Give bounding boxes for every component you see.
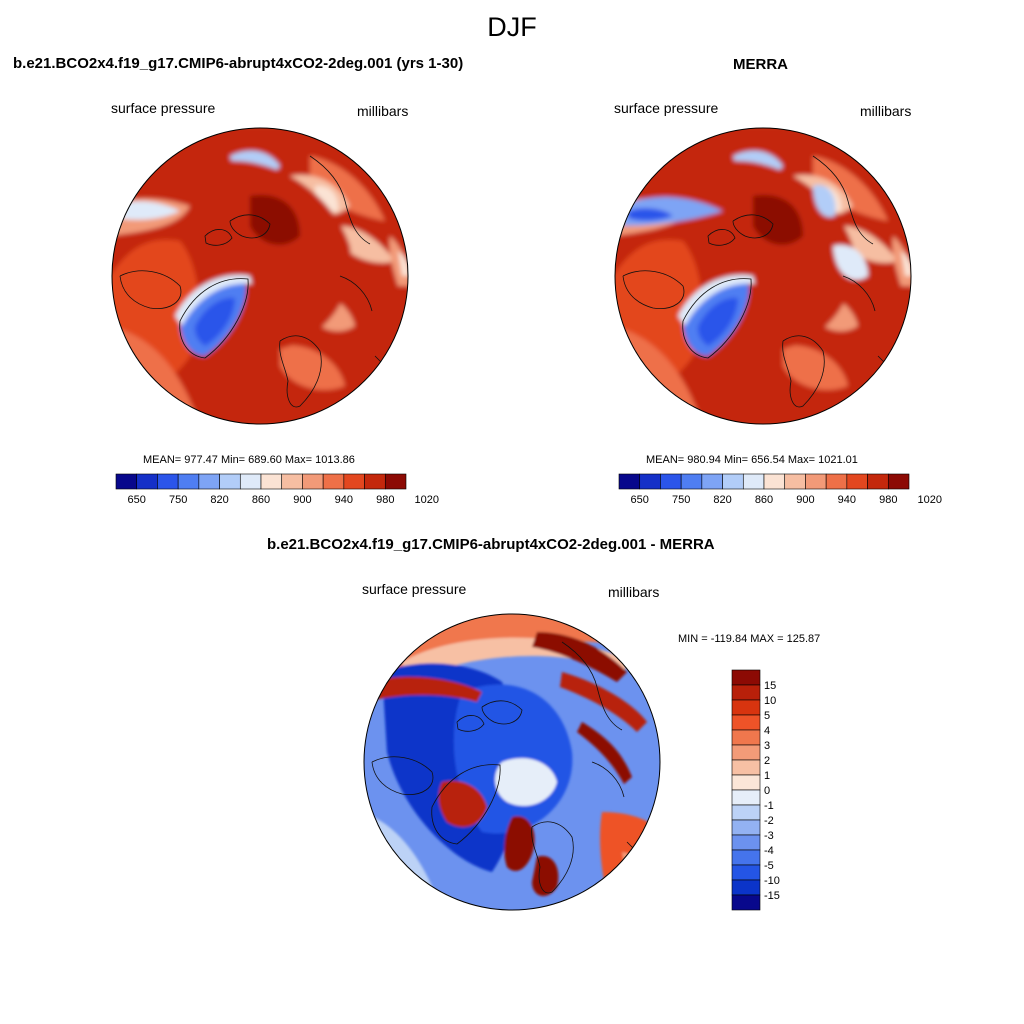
panel2-colorbar: 650 750 820 860 900 940 980 1020: [618, 473, 942, 506]
panel1-variable: surface pressure: [111, 100, 216, 116]
colorbar-swatch: [136, 473, 158, 490]
colorbar-tick-label: 1020: [917, 494, 941, 506]
colorbar-swatch: [701, 473, 723, 490]
colorbar-tick-label: 650: [631, 494, 649, 506]
colorbar-tick-label: -15: [764, 890, 780, 902]
colorbar-swatch: [731, 744, 761, 761]
colorbar-tick-label: 15: [764, 680, 776, 692]
colorbar-tick-label: -10: [764, 875, 780, 887]
panel1-units: millibars: [357, 103, 409, 119]
panel3-polar-map: [363, 613, 661, 911]
colorbar-tick-label: -4: [764, 845, 774, 857]
colorbar-swatch: [384, 473, 407, 490]
colorbar-swatch: [867, 473, 889, 490]
panel1-colorbar: 650 750 820 860 900 940 980 1020: [115, 473, 439, 506]
colorbar-swatch: [177, 473, 200, 490]
colorbar-swatch: [660, 473, 682, 490]
colorbar-tick-label: 750: [169, 494, 187, 506]
colorbar-tick-label: 0: [764, 785, 770, 797]
colorbar-tick-label: -1: [764, 800, 774, 812]
colorbar-swatch: [763, 473, 786, 490]
panel1-title: b.e21.BCO2x4.f19_g17.CMIP6-abrupt4xCO2-2…: [13, 55, 464, 72]
colorbar-tick-label: 5: [764, 710, 770, 722]
colorbar-tick-label: 650: [128, 494, 146, 506]
colorbar-tick-label: 2: [764, 755, 770, 767]
panel1-polar-map: [111, 127, 409, 425]
colorbar-tick-label: -5: [764, 860, 774, 872]
colorbar-swatch: [731, 669, 761, 686]
panel2-title: MERRA: [733, 56, 788, 73]
colorbar-tick-label: 750: [672, 494, 690, 506]
colorbar-swatch: [731, 849, 761, 866]
colorbar-tick-label: 980: [376, 494, 394, 506]
colorbar-swatch: [731, 684, 761, 701]
colorbar-tick-label: 3: [764, 740, 770, 752]
colorbar-swatch: [364, 473, 386, 490]
colorbar-swatch: [731, 864, 761, 881]
colorbar-swatch: [784, 473, 806, 490]
colorbar-swatch: [302, 473, 324, 490]
colorbar-tick-label: 980: [879, 494, 897, 506]
colorbar-swatch: [731, 879, 761, 896]
colorbar-tick-label: 900: [293, 494, 311, 506]
colorbar-swatch: [343, 473, 365, 490]
colorbar-tick-label: 10: [764, 695, 776, 707]
colorbar-swatch: [219, 473, 241, 490]
colorbar-swatch: [742, 473, 765, 490]
panel2-polar-map: [614, 127, 912, 425]
colorbar-swatch: [115, 473, 138, 490]
colorbar-swatch: [680, 473, 703, 490]
colorbar-swatch: [198, 473, 220, 490]
colorbar-swatch: [157, 473, 179, 490]
colorbar-tick-label: 900: [796, 494, 814, 506]
colorbar-swatch: [731, 759, 761, 776]
colorbar-tick-label: 820: [210, 494, 228, 506]
colorbar-swatch: [731, 804, 761, 821]
panel3-title: b.e21.BCO2x4.f19_g17.CMIP6-abrupt4xCO2-2…: [267, 536, 715, 553]
colorbar-tick-label: 820: [713, 494, 731, 506]
panel1-stats: MEAN= 977.47 Min= 689.60 Max= 1013.86: [143, 454, 355, 466]
colorbar-swatch: [731, 774, 761, 791]
colorbar-swatch: [825, 473, 848, 490]
colorbar-tick-label: -2: [764, 815, 774, 827]
figure-season-title: DJF: [487, 12, 537, 42]
colorbar-tick-label: 940: [838, 494, 856, 506]
colorbar-swatch: [731, 699, 761, 716]
panel2-stats: MEAN= 980.94 Min= 656.54 Max= 1021.01: [646, 454, 858, 466]
colorbar-tick-label: 1020: [414, 494, 438, 506]
colorbar-swatch: [260, 473, 283, 490]
colorbar-swatch: [887, 473, 910, 490]
panel2-variable: surface pressure: [614, 100, 719, 116]
colorbar-tick-label: 1: [764, 770, 770, 782]
colorbar-tick-label: 4: [764, 725, 770, 737]
panel3-units: millibars: [608, 584, 660, 600]
colorbar-swatch: [731, 834, 761, 851]
colorbar-swatch: [731, 894, 761, 911]
colorbar-swatch: [731, 789, 761, 806]
colorbar-swatch: [846, 473, 868, 490]
colorbar-swatch: [322, 473, 345, 490]
colorbar-swatch: [281, 473, 303, 490]
panel3-stats: MIN = -119.84 MAX = 125.87: [678, 633, 821, 645]
colorbar-swatch: [722, 473, 744, 490]
colorbar-tick-label: 860: [755, 494, 773, 506]
colorbar-swatch: [639, 473, 661, 490]
panel3-variable: surface pressure: [362, 581, 467, 597]
colorbar-swatch: [805, 473, 827, 490]
colorbar-tick-label: 940: [335, 494, 353, 506]
colorbar-swatch: [731, 819, 761, 836]
colorbar-swatch: [731, 729, 761, 746]
colorbar-swatch: [618, 473, 641, 490]
colorbar-tick-label: -3: [764, 830, 774, 842]
panel2-units: millibars: [860, 103, 912, 119]
colorbar-swatch: [239, 473, 262, 490]
colorbar-tick-label: 860: [252, 494, 270, 506]
colorbar-swatch: [731, 714, 761, 731]
